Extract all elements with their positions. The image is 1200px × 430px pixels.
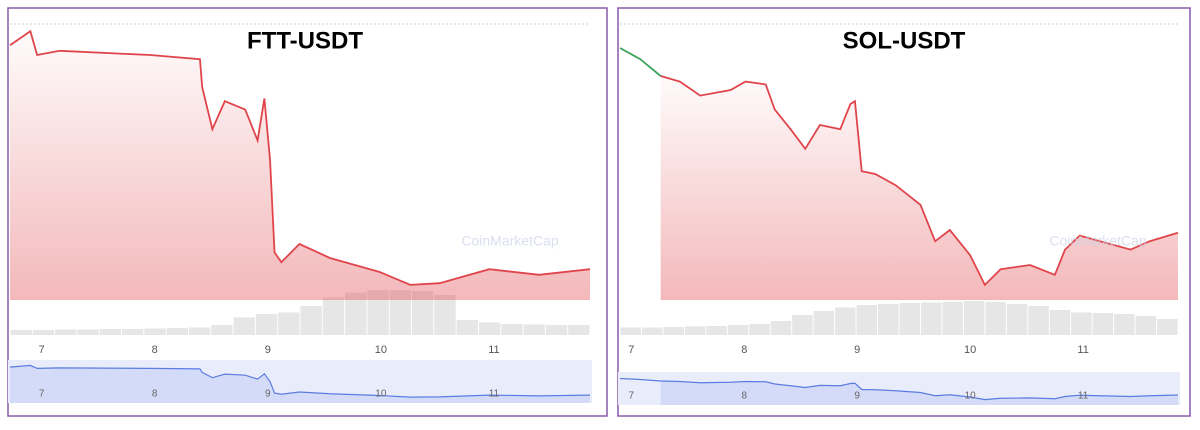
- volume-bar: [1135, 316, 1157, 335]
- volume-bar: [1157, 319, 1178, 335]
- volume-bar: [1114, 314, 1135, 335]
- volume-bar: [367, 290, 389, 335]
- volume-bar: [10, 330, 32, 335]
- volume-bar: [1028, 306, 1049, 335]
- volume-bar: [478, 322, 501, 335]
- volume-bar: [255, 314, 278, 335]
- volume-bar: [620, 327, 641, 335]
- volume-bar: [749, 324, 770, 335]
- volume-bar: [32, 330, 55, 335]
- price-line: [619, 47, 662, 77]
- volume-bar: [706, 326, 727, 335]
- panel-border: [617, 7, 1191, 417]
- x-tick-label: 8: [152, 344, 158, 356]
- volume-bar: [322, 297, 345, 335]
- volume-bar: [899, 303, 920, 335]
- navigator-tick-label: 10: [965, 391, 977, 402]
- x-tick-label: 7: [39, 344, 45, 356]
- volume-bar: [545, 325, 568, 335]
- volume-bar: [920, 302, 942, 335]
- volume-bar: [663, 327, 684, 335]
- volume-bar: [99, 329, 122, 335]
- volume-bar: [942, 302, 963, 335]
- navigator-tick-label: 11: [1078, 391, 1089, 402]
- x-tick-label: 9: [854, 344, 860, 356]
- volume-bar: [412, 291, 434, 335]
- volume-bar: [1049, 310, 1071, 335]
- x-tick-label: 10: [375, 344, 387, 356]
- x-tick-label: 11: [1077, 344, 1088, 356]
- navigator-line: [619, 377, 661, 382]
- volume-bar: [878, 304, 899, 335]
- x-tick-label: 11: [488, 344, 499, 356]
- volume-bar: [278, 312, 300, 335]
- volume-bar: [501, 324, 523, 335]
- watermark: CoinMarketCap: [1049, 233, 1146, 249]
- volume-bar: [523, 324, 545, 335]
- watermark: CoinMarketCap: [461, 233, 558, 249]
- navigator-tick-label: 11: [489, 389, 500, 400]
- panel-border: [7, 7, 608, 417]
- volume-bar: [345, 292, 367, 335]
- volume-bar: [434, 295, 456, 335]
- volume-bar: [985, 302, 1006, 335]
- volume-bar: [55, 329, 77, 335]
- volume-bar: [188, 327, 211, 335]
- volume-bar: [792, 315, 813, 335]
- volume-bar: [770, 321, 792, 335]
- volume-bar: [641, 327, 663, 335]
- navigator-tick-label: 7: [629, 391, 635, 402]
- volume-bar: [77, 329, 99, 335]
- chart-title: SOL-USDT: [843, 27, 966, 54]
- volume-bar: [166, 328, 188, 335]
- navigator-tick-label: 7: [39, 389, 45, 400]
- navigator-tick-label: 9: [854, 391, 860, 402]
- navigator-tick-label: 8: [741, 391, 747, 402]
- price-line: [9, 29, 591, 286]
- volume-bar: [568, 325, 590, 335]
- volume-bar: [300, 306, 322, 335]
- volume-bar: [813, 311, 835, 335]
- navigator-tick-label: 10: [375, 389, 387, 400]
- area-fill: [10, 31, 590, 300]
- chart-title: FTT-USDT: [247, 27, 363, 54]
- x-tick-label: 7: [628, 344, 634, 356]
- volume-bar: [456, 320, 478, 335]
- navigator-line: [9, 364, 591, 398]
- navigator-area: [10, 365, 590, 403]
- volume-bar: [684, 326, 706, 335]
- volume-bar: [1071, 312, 1092, 335]
- volume-bar: [1092, 313, 1114, 335]
- x-tick-label: 9: [265, 344, 271, 356]
- volume-bar: [233, 317, 255, 335]
- volume-bar: [727, 325, 749, 335]
- volume-bar: [835, 307, 856, 335]
- volume-bar: [144, 328, 166, 335]
- volume-bar: [856, 305, 878, 335]
- volume-bar: [122, 329, 144, 335]
- navigator-tick-label: 8: [152, 389, 158, 400]
- navigator-line: [660, 380, 1179, 401]
- volume-bar: [1006, 304, 1028, 335]
- navigator-tick-label: 9: [265, 389, 271, 400]
- area-fill: [660, 76, 1178, 300]
- volume-bar: [389, 290, 412, 335]
- x-tick-label: 8: [741, 344, 747, 356]
- volume-bar: [211, 325, 233, 335]
- x-tick-label: 10: [964, 344, 976, 356]
- price-line: [660, 75, 1179, 287]
- volume-bar: [963, 301, 985, 335]
